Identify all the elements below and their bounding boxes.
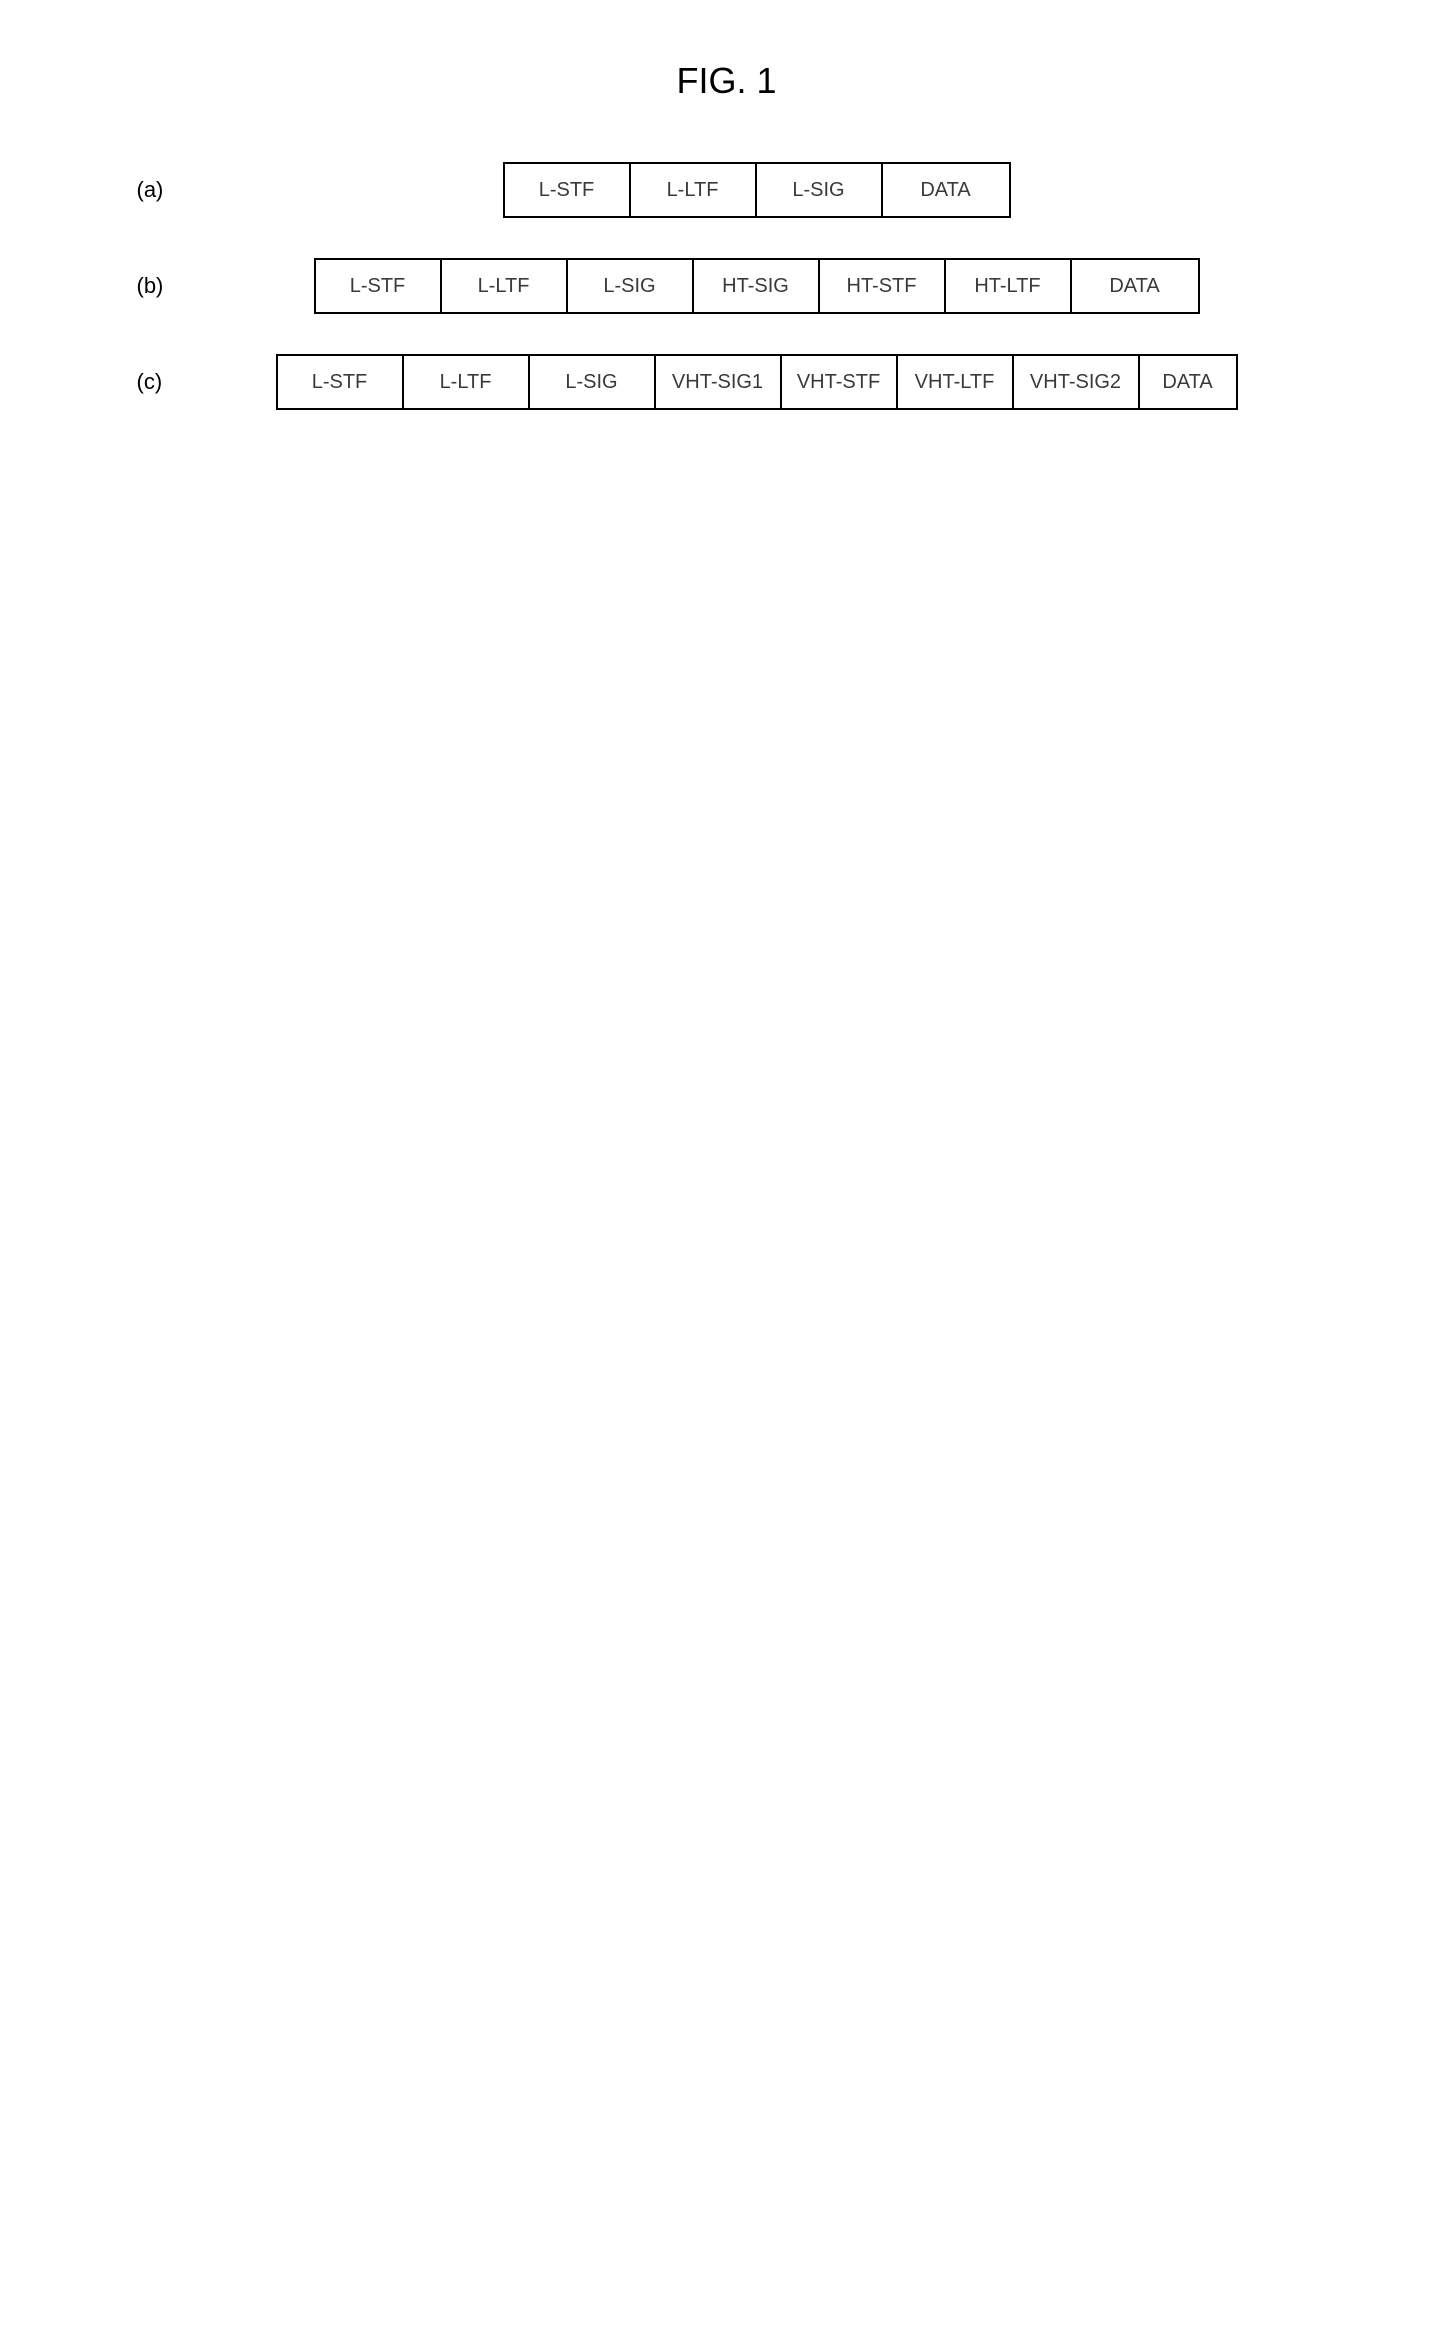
cell-c-lsig: L-SIG [530,356,656,408]
row-a-label: (a) [127,177,187,203]
cell-c-vhtstf: VHT-STF [782,356,898,408]
row-b-label: (b) [127,273,187,299]
row-b-content: L-STF L-LTF L-SIG HT-SIG HT-STF HT-LTF D… [187,258,1327,314]
row-b-wrapper: (b) L-STF L-LTF L-SIG HT-SIG HT-STF HT-L… [127,258,1327,314]
row-c-label: (c) [127,369,187,395]
cell-c-vhtsig1: VHT-SIG1 [656,356,782,408]
row-c-wrapper: (c) L-STF L-LTF L-SIG VHT-SIG1 VHT-STF V… [127,354,1327,410]
row-a-content: L-STF L-LTF L-SIG DATA [187,162,1327,218]
cell-b-lsig: L-SIG [568,260,694,312]
cell-b-htstf: HT-STF [820,260,946,312]
rows-container: (a) L-STF L-LTF L-SIG DATA (b) L-STF L-L… [127,162,1327,410]
cell-c-vhtltf: VHT-LTF [898,356,1014,408]
cell-b-htsig: HT-SIG [694,260,820,312]
row-a-wrapper: (a) L-STF L-LTF L-SIG DATA [127,162,1327,218]
row-c-content: L-STF L-LTF L-SIG VHT-SIG1 VHT-STF VHT-L… [187,354,1327,410]
frame-row-c: L-STF L-LTF L-SIG VHT-SIG1 VHT-STF VHT-L… [276,354,1238,410]
cell-c-lltf: L-LTF [404,356,530,408]
cell-a-lsig: L-SIG [757,164,883,216]
frame-row-a: L-STF L-LTF L-SIG DATA [503,162,1011,218]
figure-title: FIG. 1 [676,60,776,102]
cell-b-lstf: L-STF [316,260,442,312]
cell-a-lstf: L-STF [505,164,631,216]
cell-a-lltf: L-LTF [631,164,757,216]
cell-c-lstf: L-STF [278,356,404,408]
cell-a-data: DATA [883,164,1009,216]
cell-b-lltf: L-LTF [442,260,568,312]
cell-b-htltf: HT-LTF [946,260,1072,312]
cell-b-data: DATA [1072,260,1198,312]
frame-row-b: L-STF L-LTF L-SIG HT-SIG HT-STF HT-LTF D… [314,258,1200,314]
cell-c-data: DATA [1140,356,1236,408]
cell-c-vhtsig2: VHT-SIG2 [1014,356,1140,408]
